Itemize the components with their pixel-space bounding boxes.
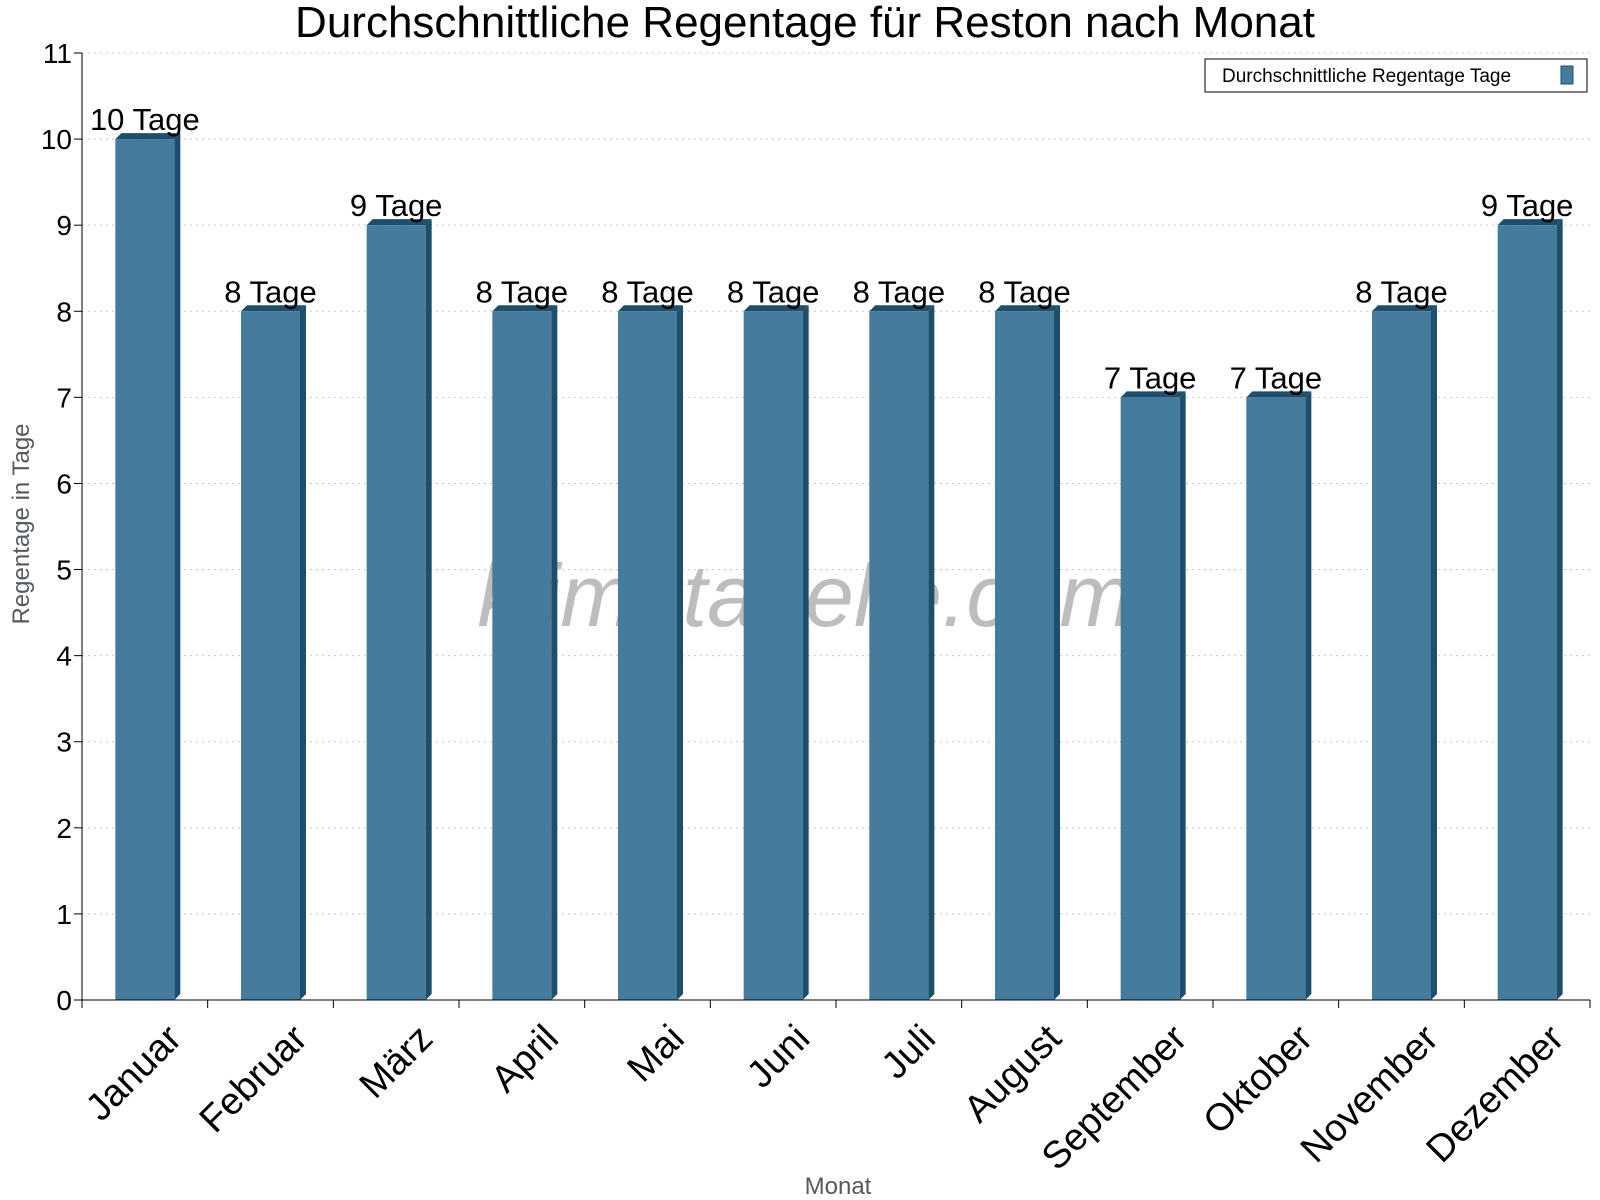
bar-top xyxy=(366,219,432,226)
y-tick-label: 6 xyxy=(56,468,72,499)
y-tick-label: 9 xyxy=(56,210,72,241)
legend-label: Durchschnittliche Regentage Tage xyxy=(1222,66,1511,87)
bar-oktober xyxy=(1246,391,1312,1000)
legend-box xyxy=(1204,58,1588,93)
bar-top xyxy=(115,133,181,140)
bar-top xyxy=(492,305,558,312)
y-tick-label: 7 xyxy=(56,382,72,413)
legend-swatch xyxy=(1560,65,1574,85)
bar-juli xyxy=(869,305,935,1001)
x-tick-label: Mai xyxy=(620,1017,693,1090)
axes xyxy=(81,53,1590,1001)
x-tick-label: Juli xyxy=(874,1017,944,1087)
y-tick-label: 4 xyxy=(56,641,72,672)
bar-november xyxy=(1372,305,1437,1001)
data-label: 8 Tage xyxy=(853,274,946,309)
x-tick-label: März xyxy=(352,1017,441,1106)
data-label: 9 Tage xyxy=(350,188,443,223)
y-tick-label: 2 xyxy=(56,813,72,844)
x-tick-label: Juni xyxy=(739,1017,818,1096)
bar-top xyxy=(618,305,683,312)
bar-top xyxy=(869,305,935,312)
bar-face xyxy=(492,311,552,1001)
bar-februar xyxy=(241,305,306,1001)
y-axis-title: Regentage in Tage xyxy=(8,423,35,624)
y-tick-label: 8 xyxy=(56,296,72,327)
bar-side xyxy=(174,133,181,1000)
data-label: 10 Tage xyxy=(90,102,200,137)
bar-januar xyxy=(115,133,181,1000)
x-axis-ticks: Januar Februar März April Mai Juni Juli AugustS… xyxy=(78,1000,1591,1178)
x-tick-label: Dezember xyxy=(1419,1017,1573,1171)
y-tick-label: 11 xyxy=(43,38,72,69)
bar-side xyxy=(1179,391,1186,1000)
y-tick-label: 0 xyxy=(56,985,72,1016)
bar-august xyxy=(995,305,1060,1001)
data-label: 8 Tage xyxy=(224,274,317,309)
data-label: 8 Tage xyxy=(1355,274,1448,309)
bar-face xyxy=(366,225,426,1000)
bar-face xyxy=(995,311,1054,1001)
bar-face xyxy=(1120,397,1180,1000)
bar-face xyxy=(618,311,677,1001)
bar-top xyxy=(241,305,306,312)
data-label: 7 Tage xyxy=(1104,360,1197,395)
x-tick-label: August xyxy=(956,1017,1070,1131)
bar-märz xyxy=(366,219,432,1000)
bar-mai xyxy=(618,305,683,1001)
x-tick-label: Februar xyxy=(192,1017,316,1141)
bar-face xyxy=(115,139,175,1000)
y-tick-label: 1 xyxy=(56,899,72,930)
bar-face xyxy=(241,311,300,1001)
bar-side xyxy=(1054,305,1060,1001)
x-axis-title: Monat xyxy=(805,1173,872,1200)
chart-title: Durchschnittliche Regentage für Reston n… xyxy=(295,0,1315,47)
bar-side xyxy=(300,305,306,1001)
data-label: 9 Tage xyxy=(1481,188,1574,223)
bar-dezember xyxy=(1497,219,1563,1000)
bar-september xyxy=(1120,391,1186,1000)
legend: Durchschnittliche Regentage Tage xyxy=(1204,58,1588,93)
bar-face xyxy=(743,311,803,1001)
data-label: 7 Tage xyxy=(1230,360,1323,395)
x-tick-label: Januar xyxy=(78,1017,190,1129)
y-axis-ticks: 0 1 2 3 4 5 6 7 8 9 10 11 xyxy=(41,38,82,1016)
bar-side xyxy=(677,305,683,1001)
bar-side xyxy=(425,219,432,1000)
bar-side xyxy=(928,305,935,1001)
x-tick-label: April xyxy=(483,1017,566,1100)
bar-side xyxy=(802,305,809,1001)
bar-top xyxy=(1120,391,1186,398)
bars xyxy=(115,133,1563,1001)
y-tick-label: 10 xyxy=(41,124,72,155)
bar-face xyxy=(869,311,929,1001)
bar-face xyxy=(1497,225,1557,1000)
bar-top xyxy=(1497,219,1563,226)
data-label: 8 Tage xyxy=(476,274,569,309)
bar-april xyxy=(492,305,558,1001)
bar-juni xyxy=(743,305,809,1001)
x-tick-label: Oktober xyxy=(1196,1017,1322,1143)
bar-side xyxy=(551,305,558,1001)
y-tick-label: 5 xyxy=(56,555,72,586)
data-label: 8 Tage xyxy=(978,274,1071,309)
bar-top xyxy=(1372,305,1437,312)
bar-top xyxy=(743,305,809,312)
x-tick-label: November xyxy=(1293,1017,1447,1171)
bar-face xyxy=(1372,311,1431,1001)
bar-top xyxy=(1246,391,1312,398)
bar-top xyxy=(995,305,1060,312)
grid-lines xyxy=(82,52,1590,915)
data-label: 8 Tage xyxy=(601,274,694,309)
data-label: 8 Tage xyxy=(727,274,820,309)
data-labels: 10 Tage 8 Tage 9 Tage 8 Tage 8 Tage 8 Tage 8 T… xyxy=(90,102,1573,395)
bar-side xyxy=(1556,219,1563,1000)
bar-face xyxy=(1246,397,1306,1000)
bar-side xyxy=(1305,391,1312,1000)
y-tick-label: 3 xyxy=(56,727,72,758)
bar-side xyxy=(1431,305,1437,1001)
